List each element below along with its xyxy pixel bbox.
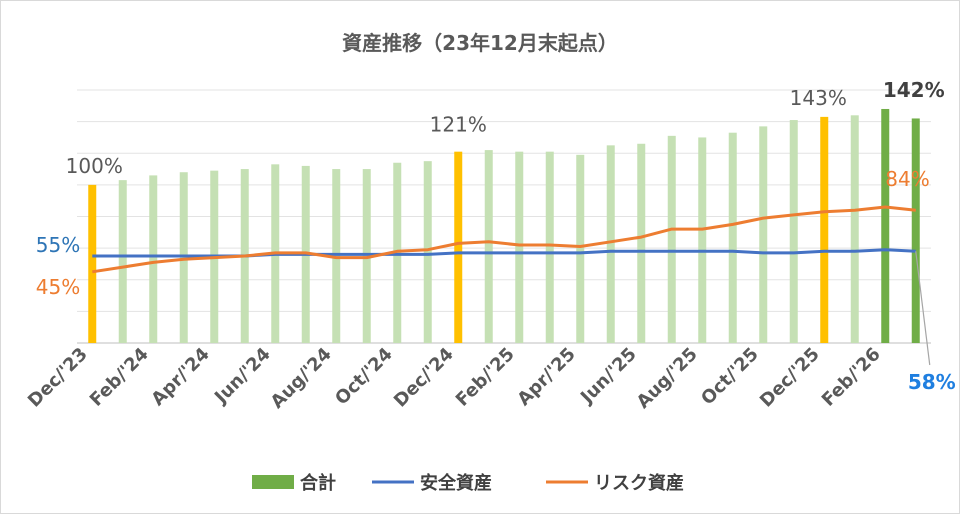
bar — [423, 161, 432, 343]
series-line — [92, 205, 916, 274]
bar — [667, 135, 676, 343]
bar — [515, 151, 524, 343]
bar — [911, 118, 920, 344]
x-tick-label: Apr/'25 — [513, 344, 579, 410]
leader-line — [915, 251, 931, 366]
bar — [789, 120, 798, 343]
data-label: 45% — [36, 275, 80, 299]
line-series — [92, 205, 916, 274]
bar — [820, 116, 829, 343]
data-label: 143% — [790, 86, 847, 110]
x-tick-label: Dec/'24 — [390, 344, 458, 412]
x-tick-label: Dec/'23 — [24, 344, 92, 412]
x-tick-label: Aug/'25 — [633, 344, 702, 413]
bar — [637, 143, 646, 343]
bar — [454, 151, 463, 343]
bar — [545, 151, 554, 343]
legend-label: 安全資産 — [420, 472, 492, 494]
bar — [88, 184, 97, 343]
bar — [149, 175, 158, 343]
grid-lines — [77, 89, 931, 344]
bar — [118, 180, 127, 343]
legend: 合計 安全資産 リスク資産 — [252, 472, 684, 494]
x-tick-label: Feb/'26 — [818, 344, 885, 411]
bar — [606, 145, 615, 343]
annotations: 100% 121% 143% 142% 55% 45% 84% 58% — [36, 78, 956, 394]
data-label: 84% — [885, 167, 929, 191]
x-tick-label: Apr/'24 — [147, 344, 213, 410]
bar — [362, 169, 371, 343]
bar — [576, 154, 585, 343]
bar — [759, 126, 768, 344]
data-label: 142% — [883, 78, 945, 102]
data-label: 55% — [36, 233, 80, 257]
legend-swatch — [252, 475, 294, 489]
x-tick-label: Oct/'25 — [697, 344, 763, 410]
bar — [393, 162, 402, 343]
legend-label: 合計 — [300, 472, 336, 494]
bar — [332, 169, 341, 343]
x-tick-label: Dec/'25 — [756, 344, 824, 412]
data-label: 100% — [66, 154, 123, 178]
x-axis-ticks: Dec/'23Feb/'24Apr/'24Jun/'24Aug/'24Oct/'… — [24, 344, 885, 413]
x-tick-label: Jun/'24 — [209, 344, 274, 409]
x-tick-label: Jun/'25 — [575, 344, 640, 409]
x-tick-label: Aug/'24 — [267, 344, 336, 413]
data-label: 58% — [908, 370, 956, 394]
bar — [179, 172, 188, 343]
x-tick-label: Oct/'24 — [331, 344, 397, 410]
x-tick-label: Feb/'24 — [86, 344, 153, 411]
x-tick-label: Feb/'25 — [452, 344, 519, 411]
bar — [698, 137, 707, 343]
bar — [850, 115, 859, 343]
legend-label: リスク資産 — [594, 472, 684, 494]
data-label: 121% — [430, 113, 487, 137]
bar — [881, 108, 890, 343]
chart-title: 資産推移（23年12月末起点） — [342, 31, 618, 55]
bar-series — [88, 108, 920, 344]
bar — [484, 150, 493, 343]
bar — [728, 132, 737, 343]
